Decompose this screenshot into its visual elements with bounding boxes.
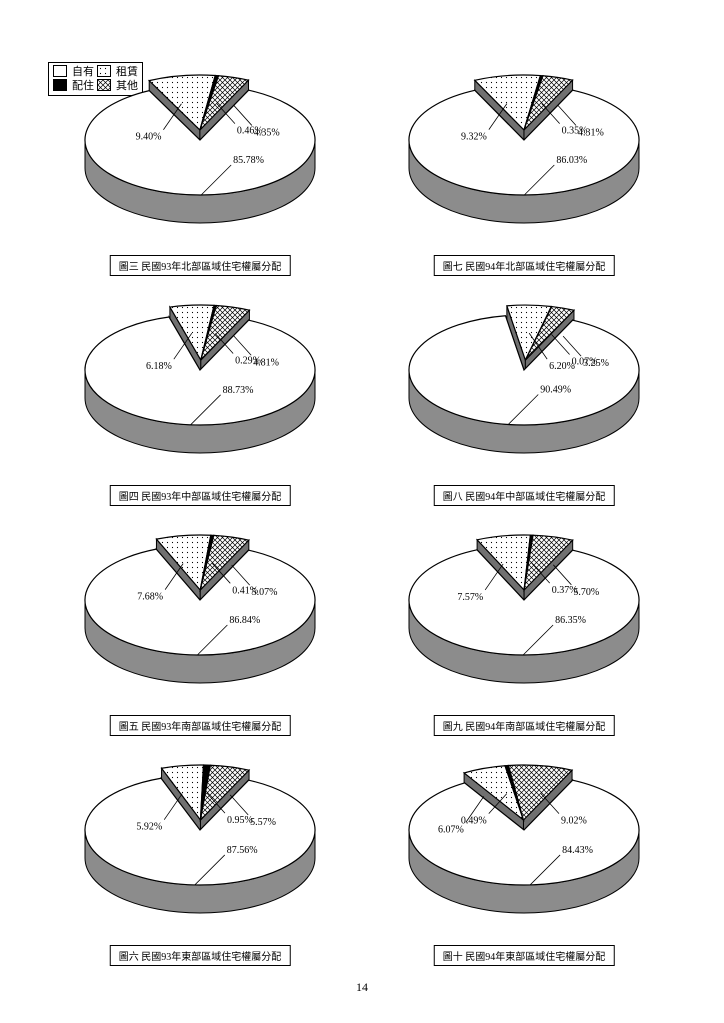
slice-label: 9.02%	[561, 816, 587, 827]
slice-label: 9.40%	[136, 132, 162, 143]
slice-label: 85.78%	[233, 155, 264, 166]
pie-chart: 87.56% 5.92% 0.95%5.57% 圖六 民國93年東部區域住宅權屬分配	[50, 750, 350, 970]
slice-label: 86.03%	[556, 155, 587, 166]
chart-caption: 圖七 民國94年北部區域住宅權屬分配	[434, 255, 615, 276]
chart-caption: 圖六 民國93年東部區域住宅權屬分配	[110, 945, 291, 966]
slice-label: 9.32%	[461, 132, 487, 143]
slice-label: 6.18%	[146, 361, 172, 372]
chart-caption: 圖九 民國94年南部區域住宅權屬分配	[434, 715, 615, 736]
slice-label: 87.56%	[227, 845, 258, 856]
pie-svg: 87.56% 5.92% 0.95%5.57%	[70, 760, 370, 950]
slice-label: 0.49%	[461, 816, 487, 827]
chart-caption: 圖五 民國93年南部區域住宅權屬分配	[110, 715, 291, 736]
pie-chart: 88.73%6.18%0.29%4.81% 圖四 民國93年中部區域住宅權屬分配	[50, 290, 350, 510]
slice-label: 5.92%	[136, 822, 162, 833]
slice-label: 86.35%	[555, 615, 586, 626]
pie-svg: 85.78%9.40%0.46%4.35%	[70, 70, 370, 260]
pie-svg: 86.35%7.57%0.37%5.70%	[394, 530, 694, 720]
pie-svg: 88.73%6.18%0.29%4.81%	[70, 300, 370, 490]
pie-chart: 90.49%6.20%0.07%3.25% 圖八 民國94年中部區域住宅權屬分配	[374, 290, 674, 510]
slice-label: 5.07%	[252, 587, 278, 598]
slice-label: 86.84%	[229, 615, 260, 626]
pie-chart: 84.43%6.07%0.49%9.02% 圖十 民國94年東部區域住宅權屬分配	[374, 750, 674, 970]
pie-chart: 86.03%9.32%0.35%4.31% 圖七 民國94年北部區域住宅權屬分配	[374, 60, 674, 280]
chart-caption: 圖十 民國94年東部區域住宅權屬分配	[434, 945, 615, 966]
pie-chart: 86.84%7.68%0.41%5.07% 圖五 民國93年南部區域住宅權屬分配	[50, 520, 350, 740]
chart-grid: 85.78%9.40%0.46%4.35% 圖三 民國93年北部區域住宅權屬分配…	[50, 60, 674, 970]
slice-label: 90.49%	[540, 384, 571, 395]
slice-label: 84.43%	[562, 845, 593, 856]
pie-svg: 86.03%9.32%0.35%4.31%	[394, 70, 694, 260]
page-number: 14	[356, 980, 368, 995]
slice-label: 3.25%	[583, 358, 609, 369]
slice-label: 4.81%	[253, 357, 279, 368]
chart-caption: 圖八 民國94年中部區域住宅權屬分配	[434, 485, 615, 506]
slice-label: 7.68%	[137, 592, 163, 603]
chart-caption: 圖四 民國93年中部區域住宅權屬分配	[110, 485, 291, 506]
pie-chart: 85.78%9.40%0.46%4.35% 圖三 民國93年北部區域住宅權屬分配	[50, 60, 350, 280]
slice-label: 4.31%	[578, 127, 604, 138]
slice-label: 5.57%	[250, 817, 276, 828]
pie-svg: 86.84%7.68%0.41%5.07%	[70, 530, 370, 720]
slice-label: 88.73%	[223, 385, 254, 396]
pie-svg: 90.49%6.20%0.07%3.25%	[394, 300, 694, 490]
chart-caption: 圖三 民國93年北部區域住宅權屬分配	[110, 255, 291, 276]
slice-label: 0.95%	[227, 815, 253, 826]
slice-label: 4.35%	[254, 127, 280, 138]
pie-chart: 86.35%7.57%0.37%5.70% 圖九 民國94年南部區域住宅權屬分配	[374, 520, 674, 740]
slice-label: 7.57%	[457, 592, 483, 603]
slice-label: 5.70%	[573, 587, 599, 598]
pie-svg: 84.43%6.07%0.49%9.02%	[394, 760, 694, 950]
